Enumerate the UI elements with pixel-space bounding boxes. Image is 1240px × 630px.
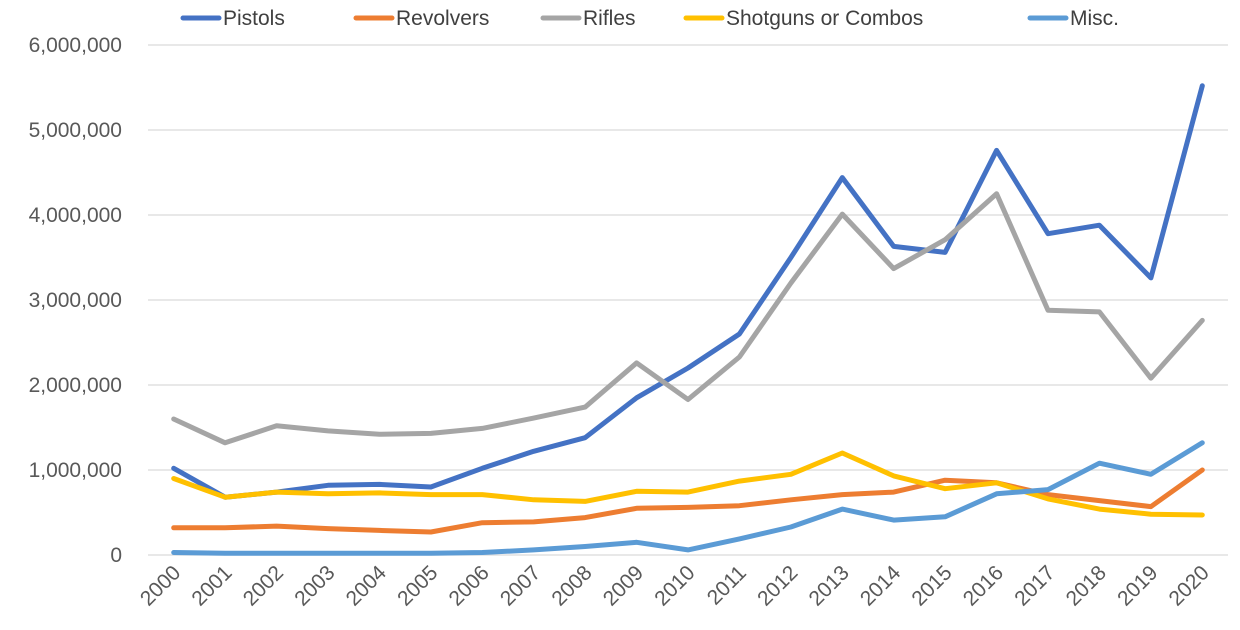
x-tick-label: 2017 [1010,561,1059,610]
x-axis: 2000 2001 2002 2003 2004 2005 2006 2007 2008 2009… [136,561,1214,611]
x-tick-label: 2012 [753,561,802,610]
x-tick-label: 2015 [907,561,956,610]
x-tick-label: 2008 [547,561,596,610]
x-tick-label: 2000 [136,561,185,610]
x-tick-label: 2006 [445,561,494,610]
x-tick-label: 2002 [239,561,288,610]
legend-item-shotguns-or-combos: Shotguns or Combos [683,7,923,30]
legend-label: Pistols [223,7,285,30]
legend-label: Rifles [583,7,636,30]
x-tick-label: 2016 [959,561,1008,610]
x-tick-label: 2001 [187,561,236,610]
x-tick-label: 2018 [1062,561,1111,610]
legend-label: Revolvers [396,7,489,30]
x-tick-label: 2011 [703,561,751,609]
x-tick-label: 2010 [650,561,699,610]
legend-item-rifles: Rifles [540,7,636,30]
x-tick-label: 2009 [599,561,648,610]
x-tick-label: 2005 [393,561,442,610]
y-tick-label: 1,000,000 [29,459,122,482]
y-tick-label: 2,000,000 [29,374,122,397]
x-tick-label: 2020 [1165,561,1214,610]
legend-label: Misc. [1070,7,1119,30]
legend: Pistols Revolvers Rifles Shotguns or Combos… [180,7,1119,30]
series-line-shotguns-or-combos [171,450,1205,518]
legend-item-misc: Misc. [1027,7,1119,30]
y-tick-label: 5,000,000 [29,119,122,142]
series-line-pistols [171,83,1205,500]
y-tick-label: 4,000,000 [29,204,122,227]
x-tick-label: 2004 [342,561,392,611]
x-tick-label: 2007 [496,561,545,610]
y-tick-label: 6,000,000 [29,34,122,57]
x-tick-label: 2013 [805,561,854,610]
y-tick-label: 0 [110,544,122,567]
legend-label: Shotguns or Combos [726,7,923,30]
series-lines [171,83,1205,556]
y-tick-label: 3,000,000 [29,289,122,312]
series-line-misc [171,440,1205,556]
legend-item-pistols: Pistols [180,7,285,30]
y-axis: 0 1,000,000 2,000,000 3,000,000 4,000,000 5,0… [29,34,122,567]
x-tick-label: 2019 [1113,561,1162,610]
x-tick-label: 2014 [856,561,906,611]
legend-item-revolvers: Revolvers [353,7,489,30]
x-tick-label: 2003 [290,561,339,610]
series-line-rifles [171,191,1205,446]
